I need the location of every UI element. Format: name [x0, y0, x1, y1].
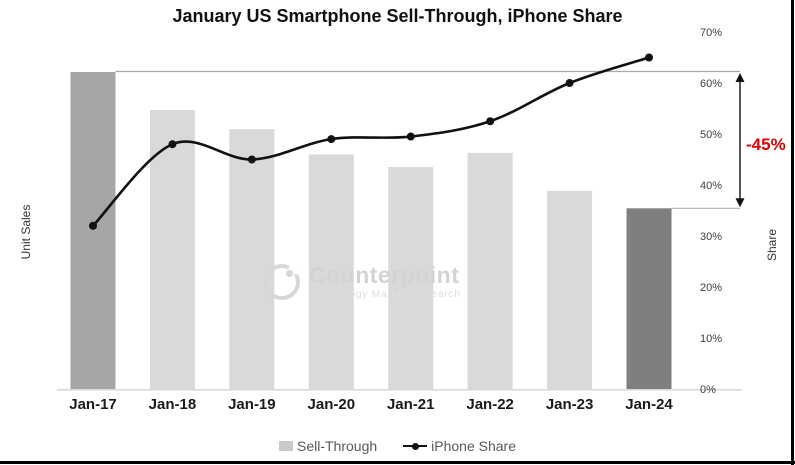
legend-label-iphone-share: iPhone Share [431, 438, 516, 454]
iphone-share-point-Jan-17 [89, 221, 97, 230]
right-tick-30%: 30% [700, 231, 722, 243]
right-tick-60%: 60% [700, 78, 722, 90]
right-tick-20%: 20% [700, 282, 722, 294]
x-tick-label-Jan-18: Jan-18 [149, 396, 197, 413]
right-tick-50%: 50% [700, 129, 722, 141]
x-tick-label-Jan-24: Jan-24 [625, 396, 673, 413]
legend-item-iphone-share: iPhone Share [403, 438, 516, 454]
right-tick-40%: 40% [700, 180, 722, 192]
bar-Jan-19 [229, 129, 275, 389]
frame-bottom-border [0, 460, 795, 464]
chart-title: January US Smartphone Sell-Through, iPho… [172, 6, 623, 26]
right-tick-10%: 10% [700, 333, 722, 345]
frame-right-border [791, 0, 794, 465]
legend-label-sell-through: Sell-Through [297, 438, 378, 454]
iphone-share-marker-icon [403, 441, 428, 451]
iphone-share-point-Jan-20 [327, 135, 336, 144]
bar-Jan-24 [626, 208, 672, 389]
iphone-share-point-Jan-19 [247, 155, 256, 164]
right-tick-0%: 0% [700, 384, 716, 396]
bar-Jan-18 [149, 110, 195, 389]
iphone-share-point-Jan-22 [486, 117, 495, 126]
bar-Jan-21 [388, 167, 434, 389]
bar-Jan-23 [547, 190, 593, 389]
right-tick-70%: 70% [700, 27, 722, 39]
bar-Jan-22 [467, 152, 513, 389]
x-tick-label-Jan-21: Jan-21 [387, 396, 435, 413]
bar-Jan-17 [70, 72, 116, 389]
legend: Sell-Through iPhone Share [0, 438, 795, 454]
iphone-share-point-Jan-21 [406, 132, 415, 141]
decline-arrow-head-up [735, 73, 745, 82]
legend-item-sell-through: Sell-Through [279, 438, 377, 454]
iphone-share-point-Jan-24 [645, 53, 654, 62]
x-tick-label-Jan-19: Jan-19 [228, 396, 276, 413]
iphone-share-point-Jan-23 [565, 79, 574, 87]
x-tick-label-Jan-23: Jan-23 [546, 396, 594, 413]
decline-annotation: -45% [746, 135, 786, 154]
decline-arrow-head-down [735, 198, 745, 208]
bar-Jan-20 [308, 154, 354, 389]
iphone-share-point-Jan-18 [168, 140, 177, 149]
sell-through-swatch-icon [279, 441, 293, 451]
x-tick-label-Jan-20: Jan-20 [308, 396, 356, 413]
x-tick-label-Jan-22: Jan-22 [466, 396, 514, 413]
x-tick-label-Jan-17: Jan-17 [69, 396, 117, 413]
